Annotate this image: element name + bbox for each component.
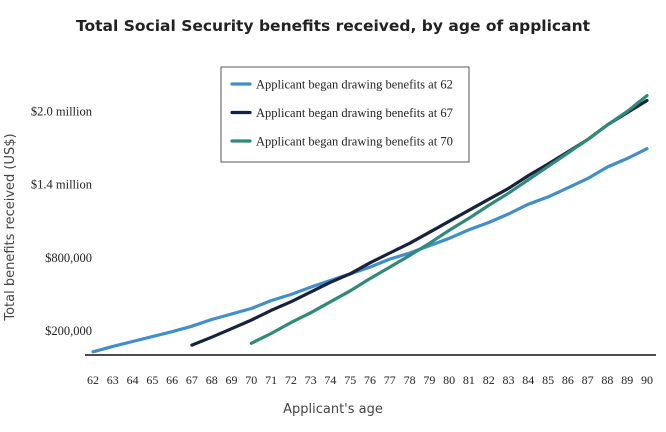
x-tick-label: 73 <box>305 373 317 387</box>
legend-label: Applicant began drawing benefits at 62 <box>256 78 453 92</box>
x-tick-label: 63 <box>107 373 119 387</box>
y-tick-label: $1.4 million <box>31 178 93 192</box>
x-tick-label: 76 <box>364 373 376 387</box>
x-tick-label: 80 <box>443 373 455 387</box>
x-tick-label: 62 <box>87 373 99 387</box>
x-tick-labels: 62 63 64 65 66 67 68 69 70 71 72 73 74 75 76 77 78 79 80 81… <box>87 373 653 387</box>
legend-label: Applicant began drawing benefits at 67 <box>256 106 453 120</box>
y-tick-labels: $200,000 $800,000 $1.4 million $2.0 million <box>31 105 93 339</box>
x-tick-label: 72 <box>285 373 297 387</box>
series-line-1 <box>91 147 649 354</box>
x-tick-label: 81 <box>463 373 475 387</box>
x-tick-label: 67 <box>186 373 198 387</box>
x-axis-label: Applicant's age <box>283 402 383 417</box>
x-tick-label: 66 <box>166 373 178 387</box>
x-tick-label: 82 <box>483 373 495 387</box>
x-tick-label: 79 <box>423 373 435 387</box>
series-line-3 <box>249 93 649 345</box>
legend-label: Applicant began drawing benefits at 70 <box>256 135 453 149</box>
legend: Applicant began drawing benefits at 62 Ap… <box>220 66 470 163</box>
x-tick-label: 69 <box>226 373 238 387</box>
x-tick-label: 70 <box>245 373 257 387</box>
y-tick-label: $200,000 <box>45 324 92 338</box>
x-tick-label: 65 <box>146 373 158 387</box>
chart-title: Total Social Security benefits received,… <box>76 17 591 35</box>
x-tick-label: 68 <box>206 373 218 387</box>
y-axis-label: Total benefits received (US$) <box>3 133 18 321</box>
legend-box <box>220 66 470 163</box>
series-lines <box>91 93 649 354</box>
y-tick-label: $2.0 million <box>31 105 93 119</box>
x-tick-label: 71 <box>265 373 277 387</box>
x-tick-label: 87 <box>582 373 594 387</box>
x-tick-label: 64 <box>127 373 139 387</box>
x-tick-label: 90 <box>641 373 653 387</box>
x-tick-label: 83 <box>503 373 515 387</box>
x-tick-label: 88 <box>601 373 613 387</box>
x-tick-label: 86 <box>562 373 574 387</box>
x-tick-label: 89 <box>621 373 633 387</box>
x-tick-label: 77 <box>384 373 396 387</box>
x-tick-label: 75 <box>344 373 356 387</box>
x-tick-label: 85 <box>542 373 554 387</box>
x-tick-label: 74 <box>324 373 336 387</box>
x-tick-label: 84 <box>522 373 534 387</box>
x-tick-label: 78 <box>404 373 416 387</box>
y-tick-label: $800,000 <box>45 251 92 265</box>
